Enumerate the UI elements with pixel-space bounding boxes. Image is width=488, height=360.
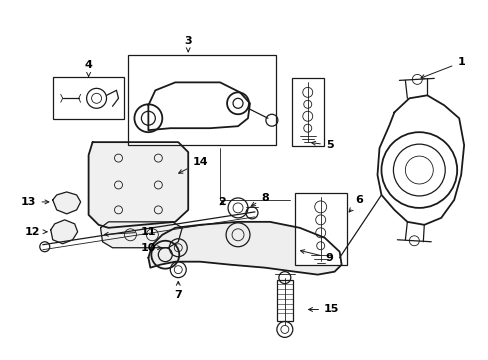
Polygon shape [148,222,341,275]
Text: 12: 12 [25,227,47,237]
Bar [128,55,275,145]
Bar [276,280,292,321]
Text: 14: 14 [178,157,207,173]
Text: 6: 6 [348,195,363,212]
Polygon shape [148,82,249,130]
Text: 7: 7 [174,282,182,300]
Polygon shape [88,142,188,228]
Text: 13: 13 [21,197,49,207]
Bar [53,77,124,119]
Text: 2: 2 [218,197,225,207]
Bar [294,193,346,265]
Text: 4: 4 [84,60,92,76]
Polygon shape [53,192,81,214]
Text: 1: 1 [420,58,464,78]
Text: 8: 8 [251,193,268,206]
Text: 9: 9 [300,250,333,263]
Polygon shape [51,220,78,244]
Bar [291,78,323,146]
Polygon shape [101,222,182,248]
Text: 3: 3 [184,36,192,52]
Text: 15: 15 [308,305,339,315]
Text: 5: 5 [311,140,333,150]
Text: 11: 11 [104,227,156,237]
Text: 10: 10 [141,243,162,253]
